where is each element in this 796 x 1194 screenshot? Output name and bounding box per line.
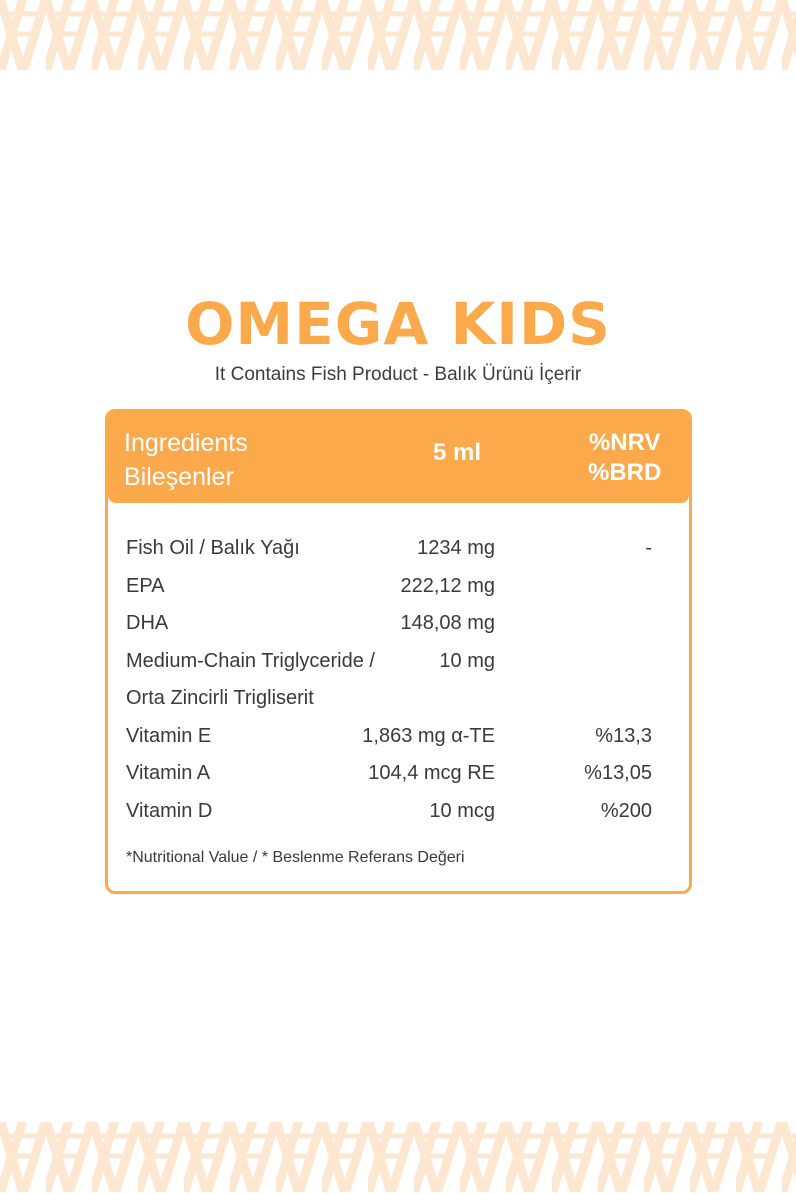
table-row: Vitamin E 1,863 mg α-TE %13,3	[108, 718, 689, 756]
footnote: *Nutritional Value / * Beslenme Referans…	[126, 849, 465, 866]
table-row: Orta Zincirli Trigliserit	[108, 680, 689, 718]
table-row: Vitamin A 104,4 mcg RE %13,05	[108, 755, 689, 793]
decorative-pattern-top	[0, 0, 796, 70]
row-name: Medium-Chain Triglyceride /	[126, 649, 375, 672]
row-name: Orta Zincirli Trigliserit	[126, 687, 314, 709]
row-percent: %13,3	[595, 724, 652, 747]
header-ingredients-tr: Bileşenler	[124, 463, 234, 491]
row-amount: 1,863 mg α-TE	[362, 724, 495, 747]
table-body: Fish Oil / Balık Yağı 1234 mg - EPA 222,…	[108, 530, 689, 830]
nutrition-table: Ingredients Bileşenler 5 ml %NRV %BRD Fi…	[105, 409, 692, 894]
row-amount: 222,12 mg	[400, 574, 495, 597]
row-name: Vitamin E	[126, 724, 212, 747]
header-brd-tr: %BRD	[588, 459, 662, 486]
header-amount: 5 ml	[433, 439, 482, 466]
product-title: OMEGA KIDS	[185, 290, 611, 358]
row-amount: 10 mg	[439, 649, 495, 672]
row-amount: 1234 mg	[417, 537, 495, 559]
row-name: EPA	[126, 574, 165, 597]
row-name: Fish Oil / Balık Yağı	[126, 537, 300, 559]
table-header: Ingredients Bileşenler 5 ml %NRV %BRD	[108, 412, 689, 503]
row-amount: 10 mcg	[429, 799, 495, 822]
header-nrv: %NRV %BRD	[588, 428, 661, 488]
row-name: Vitamin A	[126, 762, 211, 784]
table-row: DHA 148,08 mg	[108, 605, 689, 643]
row-name: Vitamin D	[126, 799, 213, 822]
row-amount: 148,08 mg	[400, 612, 495, 634]
product-subtitle: It Contains Fish Product - Balık Ürünü İ…	[214, 364, 582, 385]
table-row: Fish Oil / Balık Yağı 1234 mg -	[108, 530, 689, 568]
header-ingredients-en: Ingredients	[124, 429, 248, 457]
decorative-pattern-bottom	[0, 1122, 796, 1192]
header-ingredients: Ingredients Bileşenler	[124, 426, 248, 494]
row-amount: 104,4 mcg RE	[368, 762, 495, 784]
row-percent: %13,05	[584, 762, 652, 784]
row-name: DHA	[126, 612, 169, 634]
table-row: Medium-Chain Triglyceride / 10 mg	[108, 643, 689, 681]
table-row: EPA 222,12 mg	[108, 568, 689, 606]
header-nrv-en: %NRV	[588, 429, 661, 456]
row-percent: -	[645, 537, 652, 559]
table-row: Vitamin D 10 mcg %200	[108, 793, 689, 831]
row-percent: %200	[600, 799, 652, 822]
